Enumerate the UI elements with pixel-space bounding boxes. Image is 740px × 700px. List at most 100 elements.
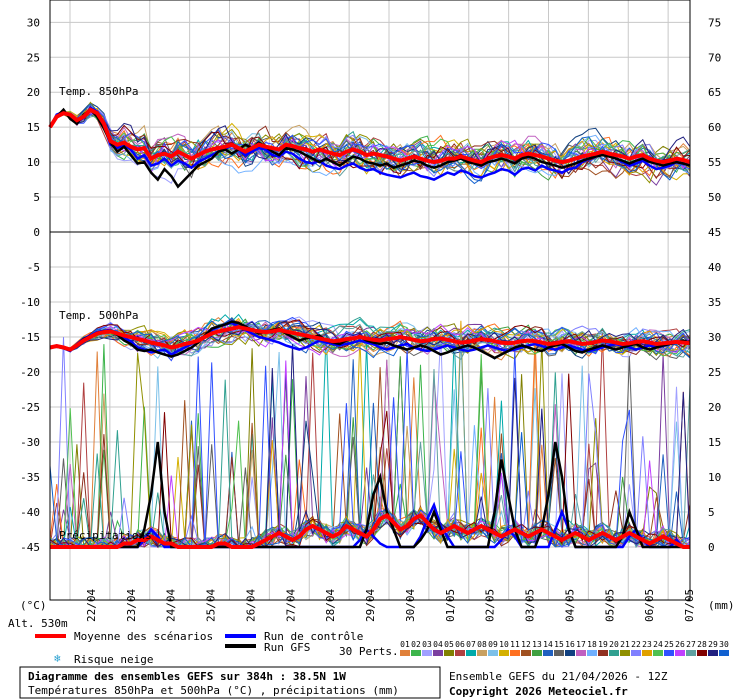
member-850-line	[49, 111, 691, 172]
left-tick-label: -35	[20, 471, 40, 484]
member-color-swatch	[631, 650, 641, 656]
member-850-line	[49, 107, 691, 180]
member-color-swatch	[554, 650, 564, 656]
member-color-swatch	[466, 650, 476, 656]
right-tick-label: 35	[708, 296, 721, 309]
date-tick-label: 27/04	[284, 589, 297, 622]
date-tick-label: 04/05	[563, 589, 576, 622]
member-number: 08	[477, 640, 487, 649]
member-color-swatch	[411, 650, 421, 656]
left-tick-label: 5	[33, 191, 40, 204]
right-tick-label: 75	[708, 16, 721, 29]
member-color-swatch	[433, 650, 443, 656]
member-number: 21	[620, 640, 630, 649]
left-tick-label: -20	[20, 366, 40, 379]
member-850-line	[49, 107, 691, 178]
member-number: 25	[664, 640, 674, 649]
member-color-swatch	[653, 650, 663, 656]
member-number: 05	[444, 640, 454, 649]
right-tick-label: 55	[708, 156, 721, 169]
date-tick-label: 28/04	[324, 589, 337, 622]
member-color-swatch	[576, 650, 586, 656]
legend-control-label: Run de contrôle	[264, 630, 363, 643]
date-tick-label: 03/05	[524, 589, 537, 622]
left-tick-label: -25	[20, 401, 40, 414]
gfs-precip-line	[50, 441, 690, 549]
left-tick-label: 20	[27, 86, 40, 99]
member-number: 24	[653, 640, 663, 649]
member-color-swatch	[719, 650, 729, 656]
member-number: 09	[488, 640, 498, 649]
left-tick-label: 25	[27, 51, 40, 64]
footer-run-info: Ensemble GEFS du 21/04/2026 - 12Z	[449, 670, 668, 683]
left-tick-label: 30	[27, 16, 40, 29]
snowflake-icon: ❄	[54, 652, 61, 665]
date-tick-label: 24/04	[165, 589, 178, 622]
member-number: 15	[554, 640, 564, 649]
left-axis-unit: (°C)	[20, 599, 47, 612]
altitude-label: Alt. 530m	[8, 617, 68, 630]
member-number: 11	[510, 640, 520, 649]
right-axis-unit: (mm)	[708, 599, 735, 612]
left-tick-label: 15	[27, 121, 40, 134]
right-tick-label: 65	[708, 86, 721, 99]
date-tick-label: 05/05	[603, 589, 616, 622]
right-tick-label: 45	[708, 226, 721, 239]
left-tick-label: 10	[27, 156, 40, 169]
plot-frame	[49, 0, 691, 601]
footer-title-box	[19, 666, 441, 699]
member-number: 13	[532, 640, 542, 649]
member-number: 14	[543, 640, 553, 649]
mean-850-line	[48, 107, 691, 165]
member-color-swatch	[565, 650, 575, 656]
legend-mean-label: Moyenne des scénarios	[74, 630, 213, 643]
right-tick-label: 5	[708, 506, 715, 519]
member-color-swatch	[598, 650, 608, 656]
member-color-swatch	[642, 650, 652, 656]
left-tick-label: -45	[20, 541, 40, 554]
left-tick-label: -5	[27, 261, 40, 274]
left-tick-label: -15	[20, 331, 40, 344]
member-color-swatch	[488, 650, 498, 656]
member-color-swatch	[664, 650, 674, 656]
member-number: 02	[411, 640, 421, 649]
member-color-swatch	[532, 650, 542, 656]
member-number: 06	[455, 640, 465, 649]
member-number: 04	[433, 640, 443, 649]
gfs-850-line	[48, 107, 691, 189]
left-tick-label: -10	[20, 296, 40, 309]
date-tick-label: 29/04	[364, 589, 377, 622]
member-number: 22	[631, 640, 641, 649]
date-tick-label: 01/05	[444, 589, 457, 622]
axes: 302520151050-5-10-15-20-25-30-35-40-4575…	[20, 0, 721, 622]
right-tick-label: 15	[708, 436, 721, 449]
member-color-swatch	[686, 650, 696, 656]
member-color-swatch	[444, 650, 454, 656]
member-850-line	[49, 111, 691, 175]
member-color-swatch	[697, 650, 707, 656]
legend-gfs-label: Run GFS	[264, 641, 310, 654]
member-number: 01	[400, 640, 410, 649]
right-tick-label: 50	[708, 191, 721, 204]
member-number: 28	[697, 640, 707, 649]
right-tick-label: 40	[708, 261, 721, 274]
footer-copyright: Copyright 2026 Meteociel.fr	[449, 685, 628, 698]
member-number: 18	[587, 640, 597, 649]
member-legend: 01 02 03 04 05 06 07 08 09 10 11 12 13 14 15 16 17 18 19 20…	[400, 640, 729, 656]
footer-subtitle: Températures 850hPa et 500hPa (°C) , pré…	[28, 684, 399, 697]
member-number: 20	[609, 640, 619, 649]
member-color-swatch	[587, 650, 597, 656]
member-number: 27	[686, 640, 696, 649]
member-number: 17	[576, 640, 586, 649]
right-tick-label: 60	[708, 121, 721, 134]
member-color-swatch	[422, 650, 432, 656]
member-number: 03	[422, 640, 432, 649]
date-tick-label: 07/05	[683, 589, 696, 622]
gfs-500-line	[49, 320, 691, 360]
left-tick-label: 0	[33, 226, 40, 239]
mean-500-line	[49, 325, 691, 352]
member-color-swatch	[510, 650, 520, 656]
date-tick-label: 22/04	[85, 589, 98, 622]
highlight-series	[48, 105, 691, 549]
